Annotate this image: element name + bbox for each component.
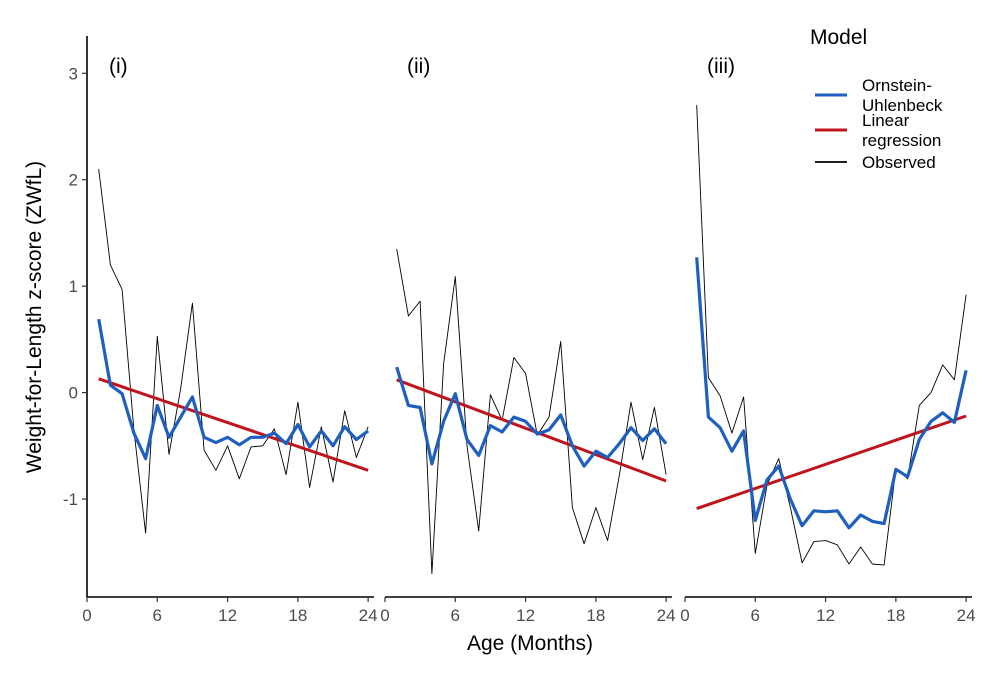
legend-label-lr: Linear [862,111,910,130]
x-tick-label: 24 [957,606,976,625]
x-tick-label: 6 [751,606,760,625]
x-tick-label: 24 [359,606,378,625]
ornstein-uhlenbeck-series-line [695,257,968,530]
panel: 0 6 12 18 24 (iii) [680,55,975,625]
x-tick-label: 12 [516,606,535,625]
legend-label-ou: Uhlenbeck [862,96,943,115]
x-tick-label: 24 [657,606,676,625]
legend-label-lr: regression [862,131,941,150]
y-tick-label: 3 [69,64,78,83]
x-tick-label: 0 [380,606,389,625]
observed-series-line [396,248,667,575]
panel: 0 6 12 18 24 (ii) [380,55,675,625]
y-tick-label: -1 [63,490,78,509]
panel: 0 6 12 18 24 (i) [82,55,377,625]
x-tick-label: 12 [816,606,835,625]
observed-series-line [98,169,369,534]
legend-label-obs: Observed [862,153,936,172]
linear-regression-series-line [696,414,967,511]
panel-label: (ii) [407,55,430,78]
observed-series-line [696,105,967,566]
x-tick-label: 0 [680,606,689,625]
ornstein-uhlenbeck-series-line [395,366,668,468]
x-axis-title: Age (Months) [467,632,593,655]
legend: Model Ornstein-UhlenbeckLinearregression… [810,26,943,172]
y-axis-title: Weight-for-Length z-score (ZWfL) [23,161,46,473]
ornstein-uhlenbeck-series-line [97,318,370,461]
x-tick-label: 0 [82,606,91,625]
y-tick-label: 0 [69,384,78,403]
panel-label: (i) [109,55,128,78]
y-tick-label: 1 [69,277,78,296]
x-tick-label: 18 [288,606,307,625]
x-tick-label: 12 [218,606,237,625]
x-tick-label: 18 [886,606,905,625]
y-tick-label: 2 [69,171,78,190]
legend-label-ou: Ornstein- [862,76,932,95]
legend-title: Model [810,26,867,49]
panel-label: (iii) [707,55,735,78]
linear-regression-series-line [98,377,369,472]
x-tick-label: 18 [586,606,605,625]
linear-regression-series-line [396,378,667,483]
x-tick-label: 6 [451,606,460,625]
x-tick-label: 6 [153,606,162,625]
